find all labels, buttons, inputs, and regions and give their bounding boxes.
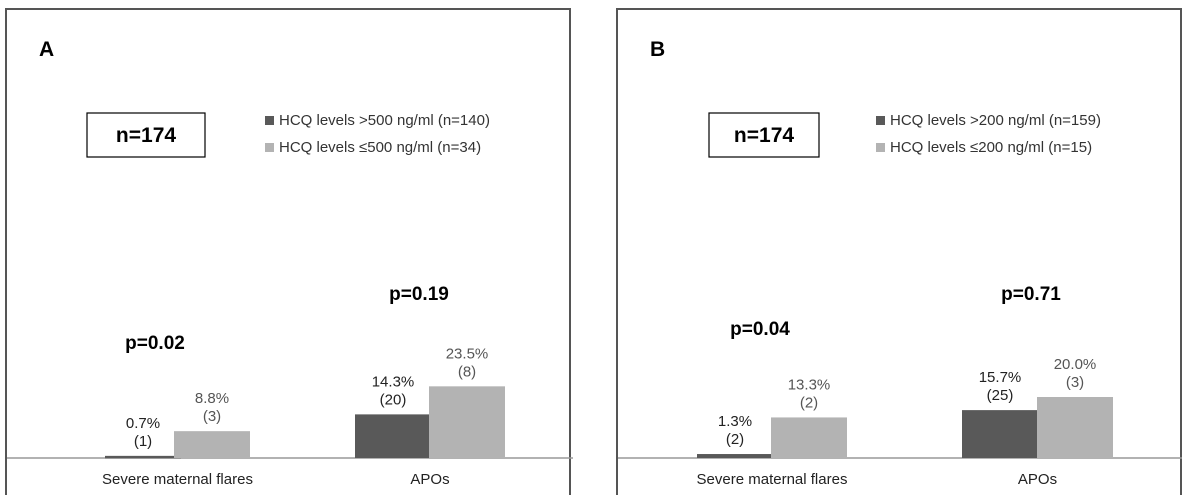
data-label: 23.5%	[446, 345, 489, 362]
data-label: 8.8%	[195, 390, 229, 407]
legend-entry: HCQ levels >200 ng/ml (n=159)	[890, 112, 1101, 129]
p-value: p=0.04	[730, 319, 790, 340]
n-box	[86, 112, 206, 158]
data-label: 0.7%	[126, 415, 160, 432]
bar	[105, 455, 181, 459]
p-value: p=0.02	[125, 333, 185, 354]
category-label: APOs	[1018, 471, 1057, 488]
data-count: (1)	[134, 433, 152, 450]
n-label: n=174	[734, 124, 794, 147]
data-count: (2)	[726, 431, 744, 448]
p-value: p=0.19	[389, 284, 449, 305]
n-label: n=174	[116, 124, 176, 147]
panel-label: B	[650, 38, 665, 61]
data-label: 20.0%	[1054, 356, 1097, 373]
bar	[771, 417, 847, 458]
data-count: (3)	[203, 408, 221, 425]
data-count: (2)	[800, 394, 818, 411]
chart-svg-b: Bn=174 HCQ levels >200 ng/ml (n=159) HCQ l…	[618, 38, 1182, 488]
legend-swatch	[876, 143, 885, 152]
data-label: 13.3%	[788, 376, 831, 393]
data-label: 1.3%	[718, 413, 752, 430]
legend-entry: HCQ levels ≤500 ng/ml (n=34)	[279, 139, 481, 156]
legend-entry: HCQ levels >500 ng/ml (n=140)	[279, 112, 490, 129]
bar	[1037, 397, 1113, 458]
bar	[174, 431, 250, 458]
legend-swatch	[265, 116, 274, 125]
data-count: (8)	[458, 363, 476, 380]
data-label: 15.7%	[979, 369, 1022, 386]
data-label: 14.3%	[372, 373, 415, 390]
chart-svg-a: An=174 HCQ levels >500 ng/ml (n=140) HCQ l…	[7, 38, 573, 488]
data-count: (25)	[987, 387, 1014, 404]
panel-label: A	[39, 38, 54, 61]
p-value: p=0.71	[1001, 284, 1061, 305]
category-label: APOs	[410, 471, 449, 488]
bar	[355, 414, 431, 458]
bar	[697, 454, 773, 458]
legend-swatch	[876, 116, 885, 125]
category-label: Severe maternal flares	[102, 471, 253, 488]
category-label: Severe maternal flares	[697, 471, 848, 488]
legend-entry: HCQ levels ≤200 ng/ml (n=15)	[890, 139, 1092, 156]
bar	[962, 410, 1038, 458]
data-count: (3)	[1066, 374, 1084, 391]
n-box	[708, 112, 820, 158]
legend-swatch	[265, 143, 274, 152]
bar	[429, 386, 505, 458]
data-count: (20)	[380, 391, 407, 408]
